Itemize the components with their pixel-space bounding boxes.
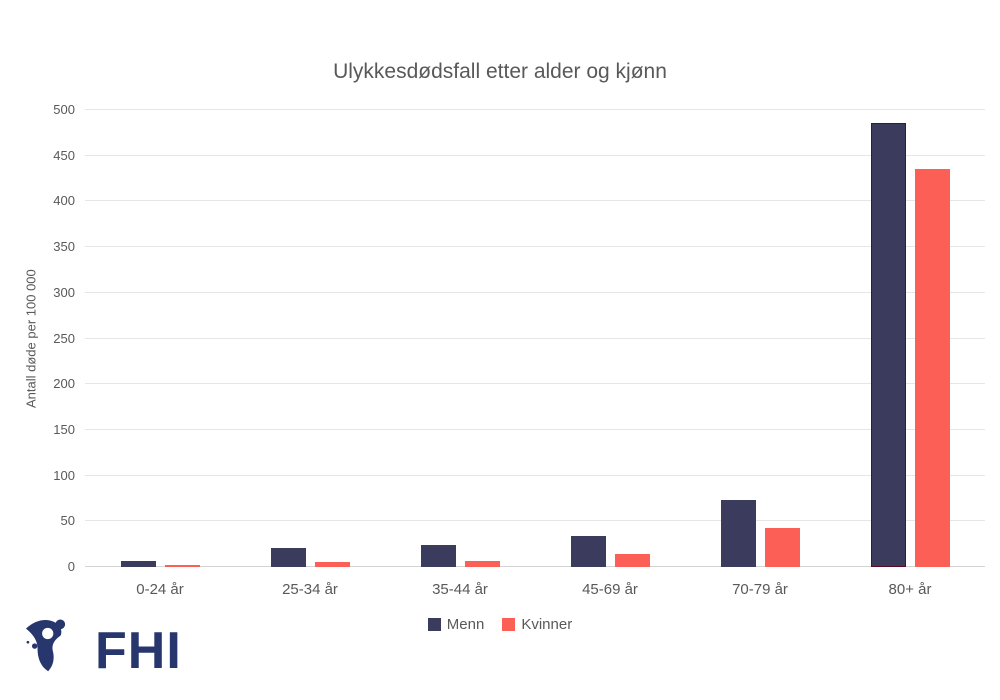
y-tick-label-500: 500 (53, 102, 75, 117)
bar-menn-25-34-år[interactable] (270, 547, 306, 567)
legend-swatch-kvinner (502, 618, 516, 631)
y-tick-label-250: 250 (53, 330, 75, 346)
gridline-350 (85, 246, 985, 248)
legend-label-menn: Menn (446, 616, 485, 633)
bar-group-0-24-år (85, 110, 235, 567)
gridline-450 (85, 154, 985, 156)
bar-kvinner-35-44-år[interactable] (464, 560, 500, 567)
chart-title: Ulykkesdødsfall etter alder og kjønn (333, 60, 667, 83)
x-axis-label-0-24-år: 0-24 år (136, 581, 184, 598)
x-axis-label-35-44-år: 35-44 år (432, 581, 488, 598)
bar-menn-70-79-år[interactable] (720, 500, 756, 567)
bar-group-70-79-år (685, 110, 835, 567)
bar-kvinner-80+-år[interactable] (914, 169, 950, 567)
fhi-logo[interactable]: FHI (25, 616, 182, 680)
y-tick-label-200: 200 (53, 376, 75, 392)
gridline-250 (85, 337, 985, 339)
x-axis-label-25-34-år: 25-34 år (282, 581, 338, 598)
bar-group-80+-år (835, 110, 985, 567)
legend-item-kvinner[interactable]: Kvinner (502, 616, 572, 633)
gridline-100 (85, 474, 985, 476)
gridline-300 (85, 291, 985, 293)
plot-area: 0 50 100 150 200 250 300 350 400 450 500 (53, 102, 985, 574)
legend-item-menn[interactable]: Menn (427, 616, 485, 633)
bar-menn-45-69-år[interactable] (570, 535, 606, 567)
x-axis-line (85, 566, 985, 567)
bar-group-25-34-år (235, 110, 385, 567)
y-tick-label-350: 350 (53, 239, 75, 255)
bar-groups (85, 110, 985, 567)
legend-swatch-menn (427, 618, 441, 631)
y-tick-label-450: 450 (53, 147, 75, 163)
y-tick-label-400: 400 (53, 193, 75, 209)
bar-group-45-69-år (535, 110, 685, 567)
x-axis-label-80+-år: 80+ år (888, 581, 932, 598)
bar-kvinner-45-69-år[interactable] (614, 554, 650, 567)
fhi-logo-text: FHI (95, 622, 182, 680)
y-tick-label-0: 0 (67, 559, 75, 574)
bar-kvinner-25-34-år[interactable] (314, 562, 350, 567)
x-axis-label-45-69-år: 45-69 år (582, 581, 638, 598)
legend-label-kvinner: Kvinner (521, 616, 573, 633)
bar-kvinner-70-79-år[interactable] (764, 527, 800, 567)
y-tick-label-100: 100 (53, 467, 75, 483)
x-axis-label-70-79-år: 70-79 år (732, 581, 788, 598)
bar-menn-0-24-år[interactable] (120, 560, 156, 567)
y-tick-label-300: 300 (53, 284, 75, 300)
bar-menn-80+-år-highlighted[interactable] (870, 122, 906, 567)
x-axis-labels: 0-24 år 25-34 år 35-44 år 45-69 år 70-79 år 8… (85, 581, 985, 598)
bar-group-35-44-år (385, 110, 535, 567)
gridline-50 (85, 520, 985, 522)
y-tick-label-150: 150 (53, 421, 75, 437)
gridline-400 (85, 200, 985, 202)
bar-menn-35-44-år[interactable] (420, 545, 456, 567)
bar-kvinner-0-24-år[interactable] (164, 565, 200, 567)
gridline-200 (85, 383, 985, 385)
fhi-logo-mark (25, 619, 66, 672)
legend: Menn Kvinner (0, 616, 1000, 633)
gridline-500 (85, 109, 985, 110)
gridline-150 (85, 428, 985, 430)
y-tick-label-50: 50 (60, 513, 75, 529)
